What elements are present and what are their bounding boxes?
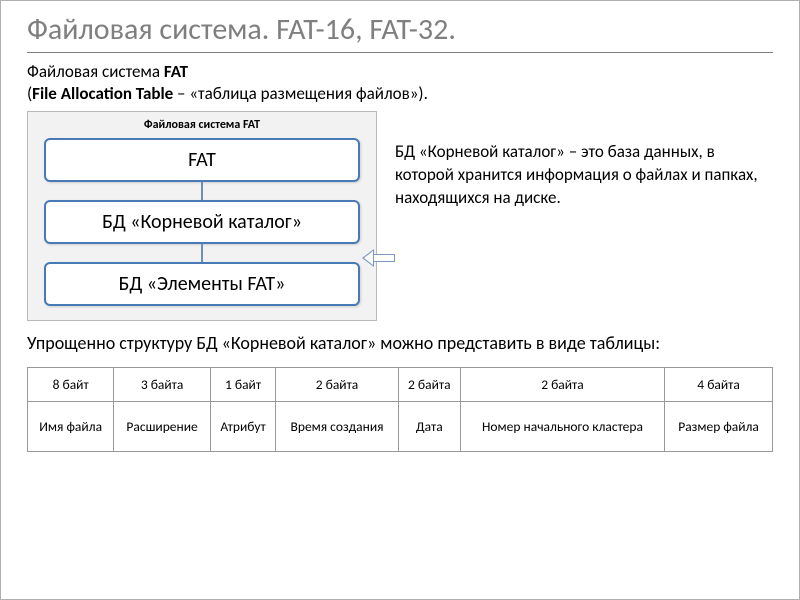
table-cell-size: 1 байт <box>210 368 275 402</box>
diagram-connector-1 <box>201 182 203 200</box>
diagram-row: Файловая система FAT FAT БД «Корневой ка… <box>27 111 773 321</box>
table-cell-name: Имя файла <box>28 402 114 452</box>
callout-arrow-icon <box>361 249 395 267</box>
diagram-panel: Файловая система FAT FAT БД «Корневой ка… <box>27 111 377 321</box>
diagram-caption: Файловая система FAT <box>38 118 366 132</box>
table-row-names: Имя файла Расширение Атрибут Время созда… <box>28 402 773 452</box>
diagram-node-fat: FAT <box>44 138 360 182</box>
callout-text: БД «Корневой каталог» – это база данных,… <box>395 111 773 210</box>
intro-line1-a: Файловая система <box>27 61 164 82</box>
table-row-sizes: 8 байт 3 байта 1 байт 2 байта 2 байта 2 … <box>28 368 773 402</box>
diagram-connector-2 <box>201 244 203 262</box>
table-cell-size: 2 байта <box>398 368 460 402</box>
table-cell-name: Дата <box>398 402 460 452</box>
table-cell-name: Расширение <box>114 402 211 452</box>
intro-line2-b: File Allocation Table <box>32 83 173 104</box>
table-cell-name: Время создания <box>276 402 399 452</box>
slide: Файловая система. FAT-16, FAT-32. Файлов… <box>0 0 800 600</box>
table-cell-name: Атрибут <box>210 402 275 452</box>
intro-line2-c: – «таблица размещения файлов»). <box>173 83 428 104</box>
table-cell-size: 2 байта <box>276 368 399 402</box>
table-cell-size: 8 байт <box>28 368 114 402</box>
intro-line1-b: FAT <box>164 61 188 82</box>
diagram-node-root-catalog: БД «Корневой каталог» <box>44 200 360 244</box>
intro-text: Файловая система FAT (File Allocation Ta… <box>27 61 773 105</box>
table-intro-para: Упрощенно структуру БД «Корневой каталог… <box>27 331 773 355</box>
slide-title: Файловая система. FAT-16, FAT-32. <box>27 11 773 53</box>
root-catalog-table: 8 байт 3 байта 1 байт 2 байта 2 байта 2 … <box>27 367 773 452</box>
table-cell-size: 3 байта <box>114 368 211 402</box>
table-cell-name: Номер начального кластера <box>460 402 664 452</box>
diagram-node-fat-elements: БД «Элементы FAT» <box>44 262 360 306</box>
table-cell-name: Размер файла <box>665 402 773 452</box>
table-cell-size: 2 байта <box>460 368 664 402</box>
table-cell-size: 4 байта <box>665 368 773 402</box>
